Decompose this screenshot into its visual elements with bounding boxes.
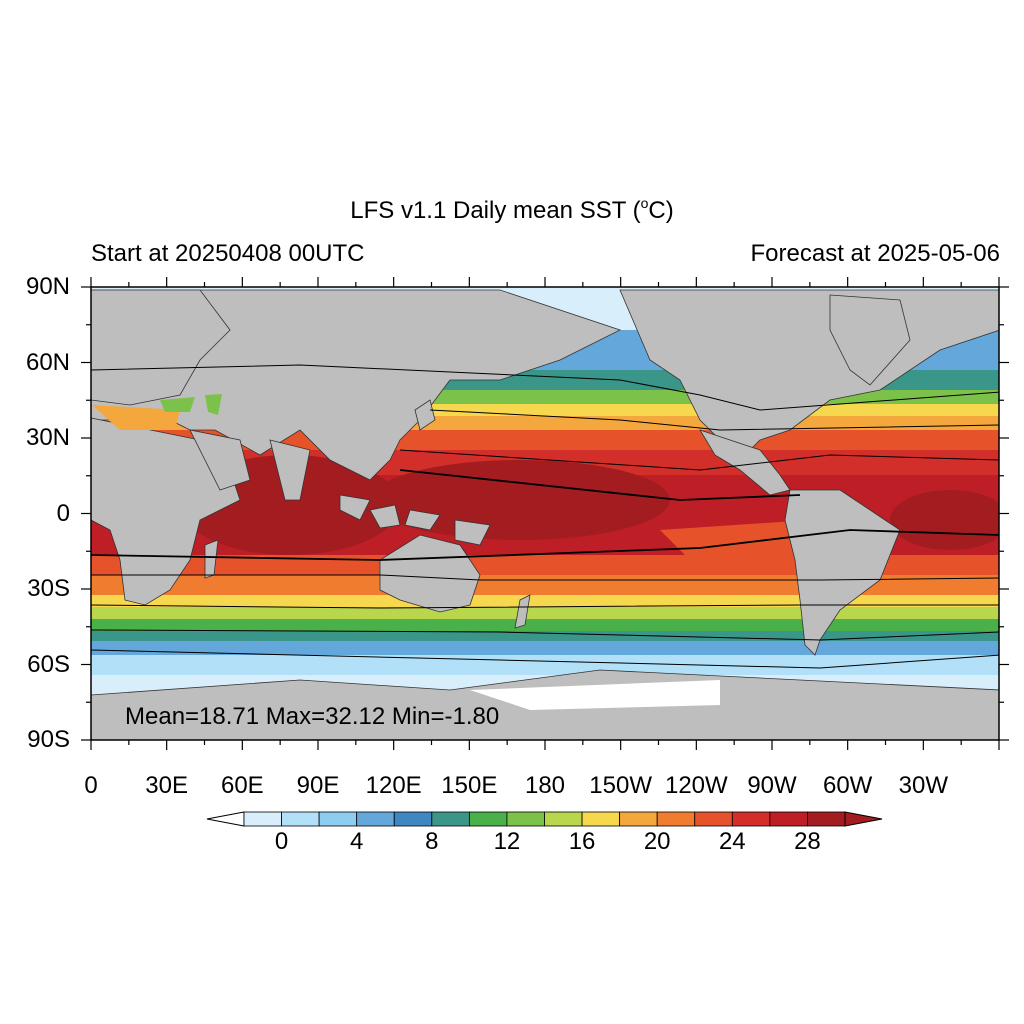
longitude-label: 150W (589, 772, 653, 799)
longitude-label: 90W (747, 772, 797, 799)
colorbar-label: 16 (568, 828, 596, 855)
colorbar-swatch (281, 811, 320, 827)
colorbar-swatch (581, 811, 621, 827)
map-title: LFS v1.1 Daily mean SST (oC) (350, 195, 674, 224)
start-time-label: Start at 20250408 00UTC (91, 240, 365, 267)
longitude-label: 120W (664, 772, 728, 799)
latitude-label: 90N (25, 273, 70, 300)
isotherm-contours (91, 364, 999, 669)
colorbar (206, 811, 883, 827)
colorbar-swatch (544, 811, 583, 827)
latitude-label: 0 (56, 499, 70, 527)
colorbar-label: 28 (794, 828, 821, 855)
colorbar-min-arrow (206, 811, 245, 827)
latitude-label: 90S (27, 726, 70, 753)
colorbar-swatch (694, 811, 733, 827)
colorbar-swatch (468, 811, 508, 827)
forecast-time-label: Forecast at 2025-05-06 (750, 240, 1000, 267)
longitude-label: 0 (84, 772, 98, 799)
colorbar-label: 8 (425, 828, 439, 855)
colorbar-swatch (619, 811, 658, 827)
colorbar-max-arrow (844, 811, 883, 827)
latitude-label: 60N (25, 348, 70, 376)
colorbar-swatch (506, 811, 545, 827)
colorbar-swatch (769, 811, 808, 827)
longitude-label: 60W (822, 772, 873, 799)
colorbar-label: 20 (643, 828, 671, 855)
colorbar-swatch (731, 811, 771, 827)
colorbar-label: 24 (718, 828, 746, 855)
colorbar-swatch (807, 811, 846, 827)
colorbar-label: 12 (493, 828, 521, 855)
colorbar-swatch (656, 811, 696, 827)
colorbar-swatch (356, 811, 395, 827)
colorbar-label: 0 (274, 828, 289, 855)
colorbar-swatch (393, 811, 433, 827)
longitude-label: 180 (524, 772, 566, 799)
longitude-label: 90E (296, 772, 340, 799)
latitude-label: 30S (27, 575, 70, 602)
stats-annotation: Mean=18.71 Max=32.12 Min=-1.80 (125, 703, 500, 730)
longitude-label: 60E (220, 772, 264, 799)
colorbar-swatch (318, 811, 358, 827)
longitude-label: 30E (145, 772, 189, 799)
colorbar-label: 4 (350, 828, 364, 855)
longitude-label: 30W (898, 772, 949, 799)
longitude-label: 150E (441, 772, 498, 799)
colorbar-swatch (243, 811, 282, 827)
latitude-label: 60S (27, 650, 70, 678)
latitude-label: 30N (25, 424, 70, 451)
axis-ticks (81, 277, 1009, 750)
sst-field (91, 287, 999, 740)
longitude-label: 120E (365, 772, 422, 799)
colorbar-swatch (431, 811, 470, 827)
